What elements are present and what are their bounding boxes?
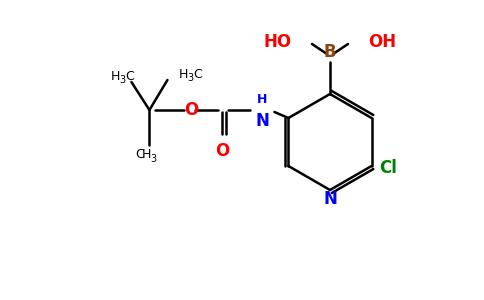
Text: 3: 3 <box>120 75 125 85</box>
Text: H: H <box>257 93 268 106</box>
Text: C: C <box>125 70 134 83</box>
Text: N: N <box>323 190 337 208</box>
Text: H: H <box>111 70 120 83</box>
Text: HO: HO <box>264 33 292 51</box>
Text: C: C <box>193 68 202 80</box>
Text: OH: OH <box>368 33 396 51</box>
Text: Cl: Cl <box>379 159 397 177</box>
Text: O: O <box>184 101 198 119</box>
Text: O: O <box>215 142 229 160</box>
Text: B: B <box>324 43 336 61</box>
Text: C: C <box>135 148 144 161</box>
Text: H: H <box>179 68 188 80</box>
Text: 3: 3 <box>187 73 194 83</box>
Text: H: H <box>142 148 151 161</box>
Text: N: N <box>256 112 270 130</box>
Text: 3: 3 <box>151 154 156 164</box>
